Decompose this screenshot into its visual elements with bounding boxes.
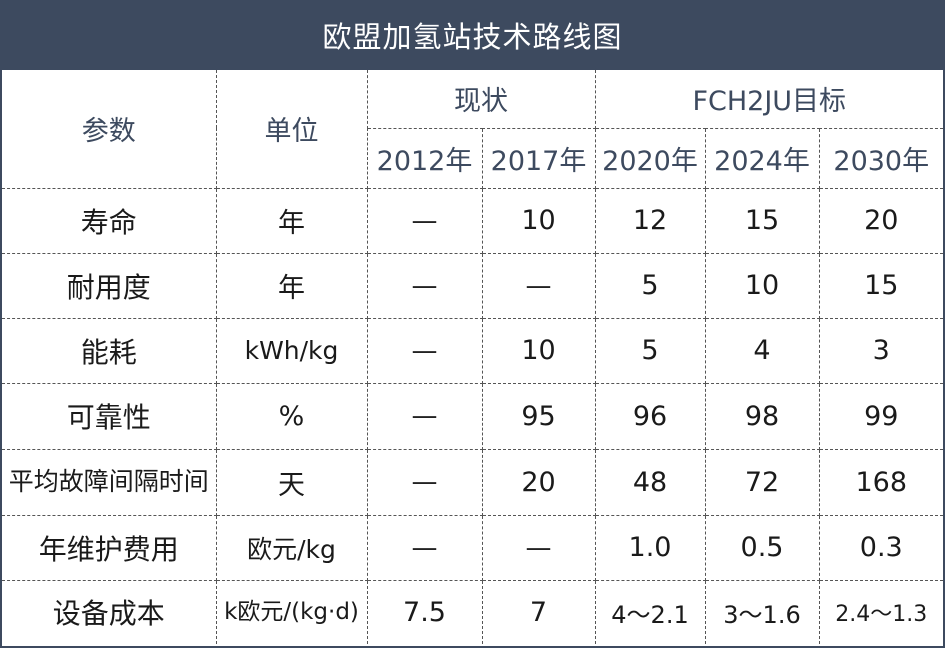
value-cell: 15 xyxy=(818,252,943,319)
unit-cell: 天 xyxy=(215,448,368,516)
header-year: 2017年 xyxy=(481,127,596,189)
table-row: 设备成本 k欧元/(kg·d) 7.5 7 4～2.1 3～1.6 2.4～1.… xyxy=(2,579,943,644)
header-year: 2024年 xyxy=(704,127,820,189)
header-year: 2012年 xyxy=(367,127,483,189)
value-cell: 5 xyxy=(594,317,706,384)
value-cell: — xyxy=(481,252,596,319)
value-cell: 99 xyxy=(818,382,943,450)
value-cell: 48 xyxy=(594,448,706,516)
table-row: 寿命 年 — 10 12 15 20 xyxy=(2,187,943,254)
unit-cell: kWh/kg xyxy=(215,317,368,384)
table-row: 平均故障间隔时间 天 — 20 48 72 168 xyxy=(2,448,943,516)
value-cell: — xyxy=(481,514,596,581)
value-cell: 168 xyxy=(818,448,943,516)
param-cell: 能耗 xyxy=(2,317,217,384)
header-year: 2020年 xyxy=(594,127,706,189)
table-row: 年维护费用 欧元/kg — — 1.0 0.5 0.3 xyxy=(2,514,943,581)
table-title: 欧盟加氢站技术路线图 xyxy=(2,0,943,70)
header-unit: 单位 xyxy=(215,70,368,189)
value-cell: 10 xyxy=(704,252,820,319)
header-row-1: 参数 单位 现状 FCH2JU目标 xyxy=(2,70,943,189)
header-target-group: FCH2JU目标 xyxy=(594,70,943,129)
header-row-2: 2012年 2017年 2020年 2024年 2030年 xyxy=(2,127,943,189)
header-current-group: 现状 xyxy=(366,70,596,129)
table-row: 耐用度 年 — — 5 10 15 xyxy=(2,252,943,319)
param-cell: 设备成本 xyxy=(2,579,217,644)
value-cell: 7 xyxy=(481,579,596,644)
param-cell: 耐用度 xyxy=(2,252,217,319)
param-cell: 平均故障间隔时间 xyxy=(2,448,217,516)
value-cell: — xyxy=(366,448,483,516)
value-cell: 20 xyxy=(481,448,596,516)
header-param: 参数 xyxy=(2,70,217,189)
value-cell: 96 xyxy=(594,382,706,450)
value-cell: 95 xyxy=(481,382,596,450)
value-cell: — xyxy=(366,252,483,319)
table-row: 可靠性 % — 95 96 98 99 xyxy=(2,382,943,450)
value-cell: 10 xyxy=(481,187,596,254)
value-cell: 10 xyxy=(481,317,596,384)
value-cell: 4 xyxy=(704,317,820,384)
value-cell: 1.0 xyxy=(594,514,706,581)
value-cell: 0.3 xyxy=(818,514,943,581)
roadmap-table: 参数 单位 现状 FCH2JU目标 2012年 2017年 2020年 2024… xyxy=(2,70,943,644)
value-cell: — xyxy=(366,514,483,581)
param-cell: 可靠性 xyxy=(2,382,217,450)
param-cell: 寿命 xyxy=(2,187,217,254)
value-cell: 2.4～1.3 xyxy=(818,579,943,644)
value-cell: 7.5 xyxy=(366,579,483,644)
value-cell: 72 xyxy=(704,448,820,516)
value-cell: 3 xyxy=(818,317,943,384)
value-cell: 98 xyxy=(704,382,820,450)
value-cell: 3～1.6 xyxy=(704,579,820,644)
unit-cell: % xyxy=(215,382,368,450)
value-cell: — xyxy=(366,187,483,254)
param-cell: 年维护费用 xyxy=(2,514,217,581)
unit-cell: 年 xyxy=(215,187,368,254)
unit-cell: 年 xyxy=(215,252,368,319)
value-cell: 20 xyxy=(818,187,943,254)
value-cell: — xyxy=(366,382,483,450)
unit-cell: 欧元/kg xyxy=(215,514,368,581)
table-row: 能耗 kWh/kg — 10 5 4 3 xyxy=(2,317,943,384)
value-cell: 12 xyxy=(594,187,706,254)
value-cell: 15 xyxy=(704,187,820,254)
value-cell: — xyxy=(366,317,483,384)
value-cell: 0.5 xyxy=(704,514,820,581)
value-cell: 4～2.1 xyxy=(594,579,706,644)
unit-cell: k欧元/(kg·d) xyxy=(215,579,368,644)
value-cell: 5 xyxy=(594,252,706,319)
header-year: 2030年 xyxy=(818,127,943,189)
